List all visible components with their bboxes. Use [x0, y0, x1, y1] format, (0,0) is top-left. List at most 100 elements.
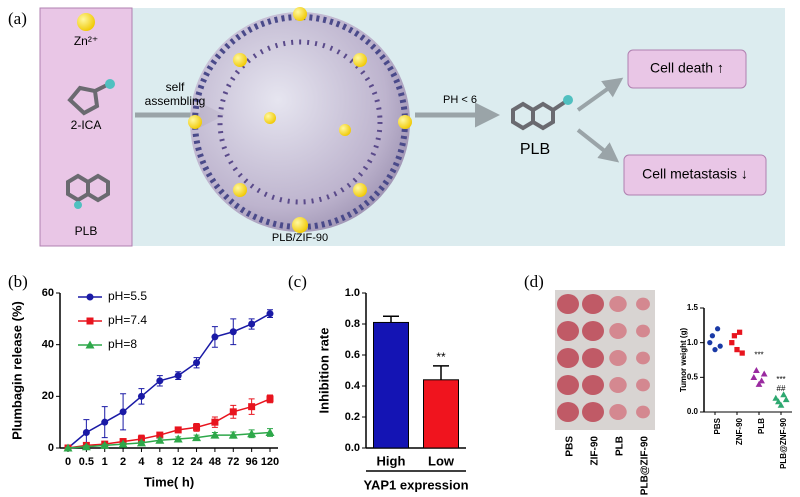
point — [739, 350, 745, 356]
photo-label: PLB — [615, 436, 626, 456]
tumor — [609, 350, 627, 366]
point — [63, 443, 73, 452]
series-line — [67, 431, 271, 449]
zn-ball — [77, 13, 95, 31]
annotation: ** — [436, 350, 446, 364]
tumor — [557, 348, 579, 368]
tumor — [582, 321, 604, 341]
arrow — [576, 77, 624, 112]
point — [155, 435, 165, 444]
point — [211, 333, 219, 341]
point — [193, 423, 201, 431]
point — [248, 403, 256, 411]
x-tick-label: 48 — [209, 456, 221, 468]
point — [192, 433, 202, 442]
label: Zn²⁺ — [74, 34, 98, 48]
point — [717, 343, 723, 349]
x-tick-label: 1 — [102, 456, 108, 468]
point — [266, 395, 274, 403]
y-tick-label: 0 — [48, 442, 54, 454]
tumor — [582, 402, 604, 422]
tumor — [636, 351, 650, 365]
point — [753, 367, 760, 374]
x-tick-label: 4 — [138, 456, 145, 468]
error-bar — [383, 315, 399, 323]
point — [712, 346, 718, 353]
point — [714, 326, 721, 332]
bar — [373, 321, 409, 449]
y-tick-label: 1.5 — [687, 303, 699, 312]
photo-label: PBS — [565, 436, 576, 457]
label: PLB/ZIF-90 — [272, 232, 328, 244]
x-tick-label: 2 — [120, 456, 126, 468]
atom — [74, 201, 82, 209]
tumor — [557, 294, 579, 314]
legend-label: pH=7.4 — [108, 313, 147, 327]
point — [775, 398, 782, 405]
x-tick-label: 12 — [172, 456, 184, 468]
point — [137, 392, 145, 400]
tumor — [609, 404, 627, 420]
tumor — [582, 294, 604, 314]
point — [82, 429, 90, 436]
framework-ring — [217, 39, 383, 205]
photo-label: ZIF-90 — [590, 436, 601, 466]
point — [780, 391, 787, 398]
zn-balls — [188, 7, 412, 233]
atom — [563, 95, 573, 105]
x-tick-label: 96 — [246, 456, 258, 468]
point — [248, 320, 256, 328]
framework-sphere — [190, 12, 410, 232]
point — [156, 431, 164, 439]
point — [755, 380, 763, 387]
y-axis-label: Tumor weight (g) — [679, 328, 688, 393]
arrow — [576, 128, 620, 163]
y-tick-label: 0.6 — [345, 349, 360, 361]
legend-marker — [86, 293, 94, 301]
panel-label: (d) — [524, 272, 544, 291]
x-tick-label: 24 — [190, 456, 203, 468]
outcome-box — [627, 49, 747, 89]
point — [101, 418, 109, 426]
y-tick-label: 60 — [42, 287, 54, 299]
y-axis-label: Inhibition rate — [316, 328, 331, 414]
outcome-box — [623, 154, 767, 196]
arrow-label: PH < 6 — [443, 94, 477, 106]
point — [229, 408, 237, 416]
arrow-label: self assembling — [144, 80, 206, 108]
tumor — [636, 378, 650, 392]
point — [193, 359, 201, 367]
point — [709, 333, 716, 339]
arrow-label: self assembling — [144, 80, 206, 108]
point — [136, 438, 146, 447]
point — [173, 434, 183, 443]
tumors — [557, 294, 650, 422]
point — [750, 373, 758, 380]
point — [211, 418, 219, 426]
tumor — [557, 321, 579, 341]
y-tick-label: 0.0 — [345, 442, 360, 454]
series-line — [67, 313, 271, 449]
y-axis-label: Plumbagin release (%) — [9, 301, 24, 440]
tumor — [636, 297, 650, 311]
error-bar — [433, 365, 449, 380]
tumor — [609, 296, 627, 312]
x-tick-label: 0.5 — [79, 456, 94, 468]
tumor — [636, 324, 650, 338]
ica-molecule — [67, 83, 108, 116]
y-tick-label: 0.8 — [345, 318, 360, 330]
tumor — [557, 402, 579, 422]
label: 2-ICA — [71, 118, 102, 132]
x-tick-label: High — [377, 453, 406, 468]
point — [731, 333, 738, 339]
y-tick-label: 40 — [42, 339, 54, 351]
point — [782, 396, 790, 403]
series-line — [67, 398, 271, 449]
point — [174, 372, 182, 380]
y-tick-label: 20 — [42, 390, 54, 402]
plb-molecule — [66, 173, 110, 203]
x-tick-label: 72 — [227, 456, 239, 468]
legend-label: pH=8 — [108, 337, 137, 351]
bar — [423, 379, 459, 449]
tumor — [582, 375, 604, 395]
